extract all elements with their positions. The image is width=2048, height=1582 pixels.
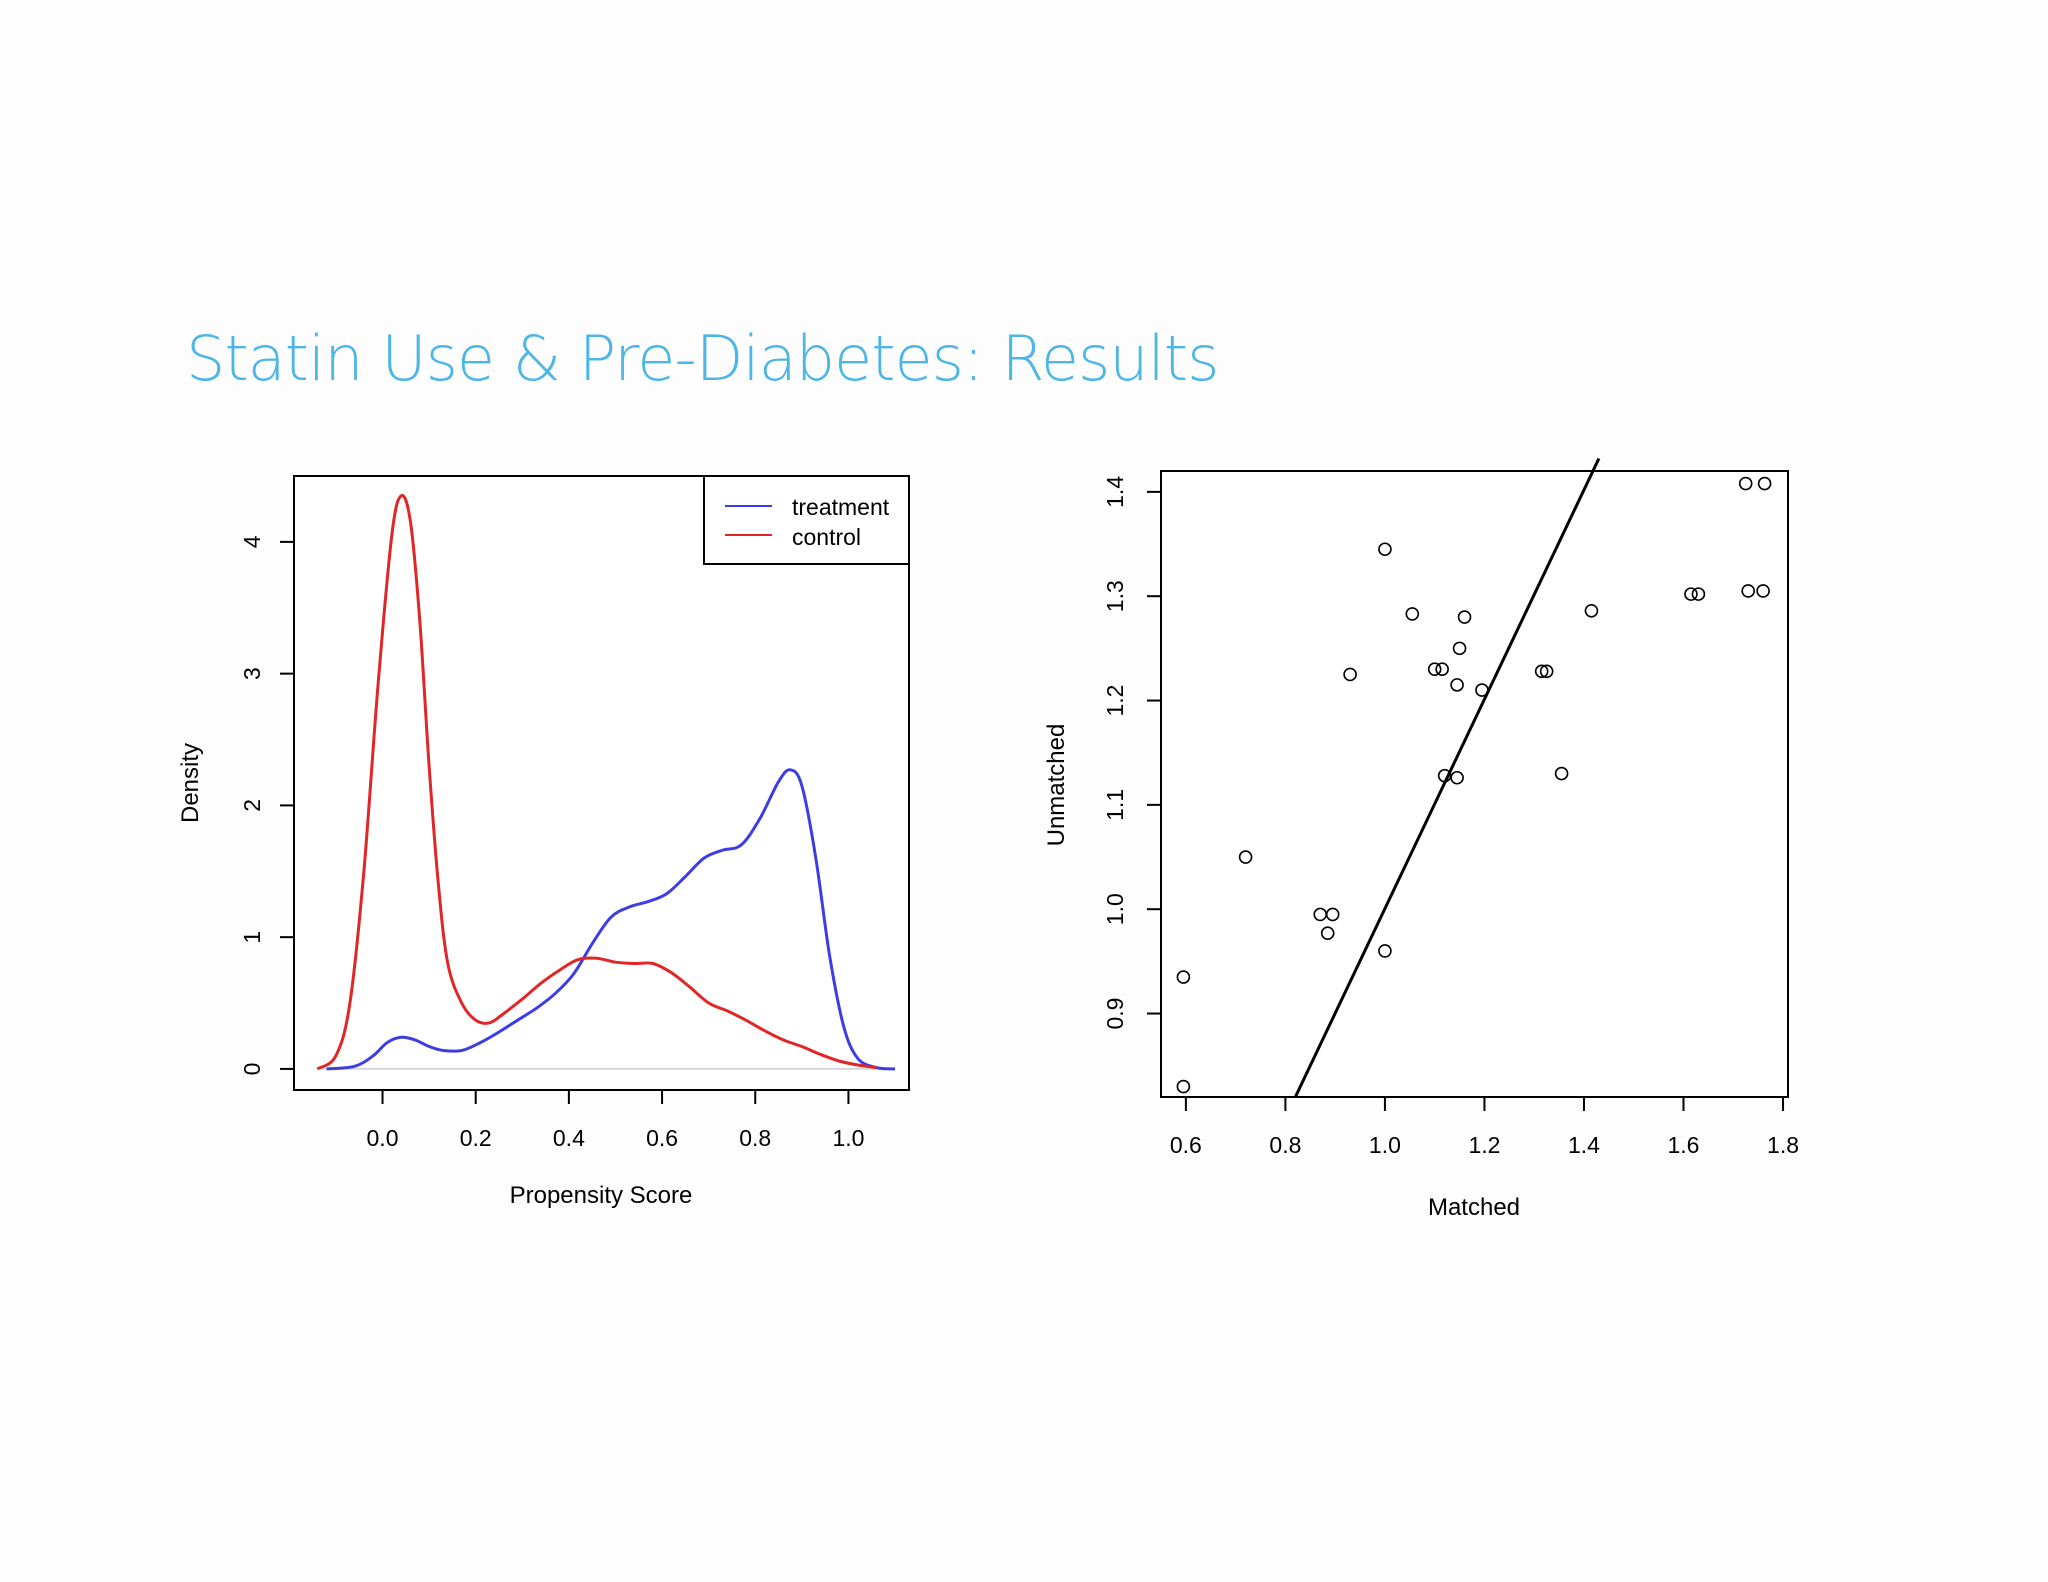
treatment-density-line (326, 768, 896, 1071)
scatter-x-axis-label: Matched (1428, 1194, 1520, 1221)
density-x-tick-label: 1.0 (832, 1125, 864, 1151)
scatter-point (1325, 907, 1340, 922)
scatter-point (1534, 664, 1549, 679)
scatter-point (1684, 587, 1698, 601)
scatter-point (1741, 584, 1755, 598)
density-y-tick-label: 2 (239, 799, 265, 812)
scatter-point (1378, 944, 1392, 958)
density-y-tick-label: 0 (239, 1063, 265, 1076)
scatter-y-tick-label: 1.1 (1102, 789, 1128, 821)
scatter-reference-line (1294, 457, 1601, 1098)
scatter-point (1757, 476, 1772, 491)
scatter-point (1457, 610, 1472, 624)
scatter-y-tick-label: 1.2 (1102, 685, 1128, 717)
scatter-x-tick-label: 1.8 (1767, 1132, 1799, 1158)
density-legend: treatment control (703, 475, 910, 565)
scatter-point (1475, 683, 1489, 697)
scatter-point (1320, 926, 1335, 940)
scatter-y-ticks: 0.9 1.0 1.1 1.2 1.3 1.4 (1102, 476, 1161, 1030)
scatter-point (1343, 667, 1357, 682)
density-x-tick-label: 0.0 (367, 1125, 399, 1151)
density-x-tick-label: 0.6 (646, 1125, 678, 1151)
scatter-point (1691, 587, 1706, 601)
scatter-x-tick-label: 1.6 (1668, 1132, 1700, 1158)
density-series (316, 493, 896, 1071)
scatter-point (1435, 662, 1449, 677)
scatter-point (1584, 604, 1599, 618)
scatter-point (1427, 662, 1442, 677)
scatter-y-axis-label: Unmatched (1043, 724, 1070, 847)
density-x-axis-label: Propensity Score (510, 1182, 693, 1209)
density-y-tick-label: 3 (239, 667, 265, 680)
density-chart: 0.0 0.2 0.4 0.6 0.8 1.0 0 1 2 3 4 treatment contr… (177, 475, 910, 1209)
scatter-point (1378, 542, 1392, 557)
density-x-ticks: 0.0 0.2 0.4 0.6 0.8 1.0 (367, 1090, 864, 1151)
scatter-point (1738, 476, 1753, 491)
legend-box (703, 475, 910, 565)
scatter-points (1176, 476, 1772, 1094)
density-y-axis-label: Density (177, 743, 204, 823)
scatter-y-tick-label: 1.3 (1102, 580, 1128, 612)
density-y-tick-label: 1 (239, 931, 265, 944)
scatter-point (1450, 770, 1464, 785)
slide-title: Statin Use & Pre-Diabetes: Results (186, 322, 1219, 395)
scatter-x-tick-label: 1.4 (1568, 1132, 1600, 1158)
scatter-x-tick-label: 0.8 (1269, 1132, 1301, 1158)
scatter-point (1176, 1079, 1191, 1094)
scatter-point (1405, 607, 1420, 621)
scatter-point (1452, 641, 1467, 656)
scatter-point (1539, 664, 1554, 679)
scatter-x-ticks: 0.6 0.8 1.0 1.2 1.4 1.6 1.8 (1170, 1097, 1799, 1158)
scatter-point (1238, 850, 1253, 864)
matched-scatter-chart: 0.6 0.8 1.0 1.2 1.4 1.6 1.8 0.9 1.0 1.1 1.2 1.3 1.4… (1043, 457, 1799, 1221)
density-x-tick-label: 0.4 (553, 1125, 585, 1151)
scatter-point (1756, 584, 1770, 598)
scatter-point (1554, 766, 1569, 781)
control-density-line (316, 493, 877, 1071)
scatter-y-tick-label: 0.9 (1102, 998, 1128, 1030)
scatter-x-tick-label: 0.6 (1170, 1132, 1202, 1158)
density-y-tick-label: 4 (239, 535, 265, 548)
scatter-x-tick-label: 1.0 (1369, 1132, 1401, 1158)
scatter-x-tick-label: 1.2 (1468, 1132, 1500, 1158)
scatter-y-tick-label: 1.4 (1102, 476, 1128, 508)
scatter-plot-frame (1160, 470, 1789, 1098)
legend-treatment-label: treatment (792, 494, 890, 520)
scatter-point (1450, 678, 1464, 692)
density-y-ticks: 0 1 2 3 4 (239, 535, 294, 1075)
density-x-tick-label: 0.8 (739, 1125, 771, 1151)
scatter-y-tick-label: 1.0 (1102, 893, 1128, 925)
density-x-tick-label: 0.2 (460, 1125, 492, 1151)
density-plot-frame (293, 475, 910, 1091)
scatter-point (1176, 970, 1191, 984)
legend-control-label: control (792, 524, 861, 550)
